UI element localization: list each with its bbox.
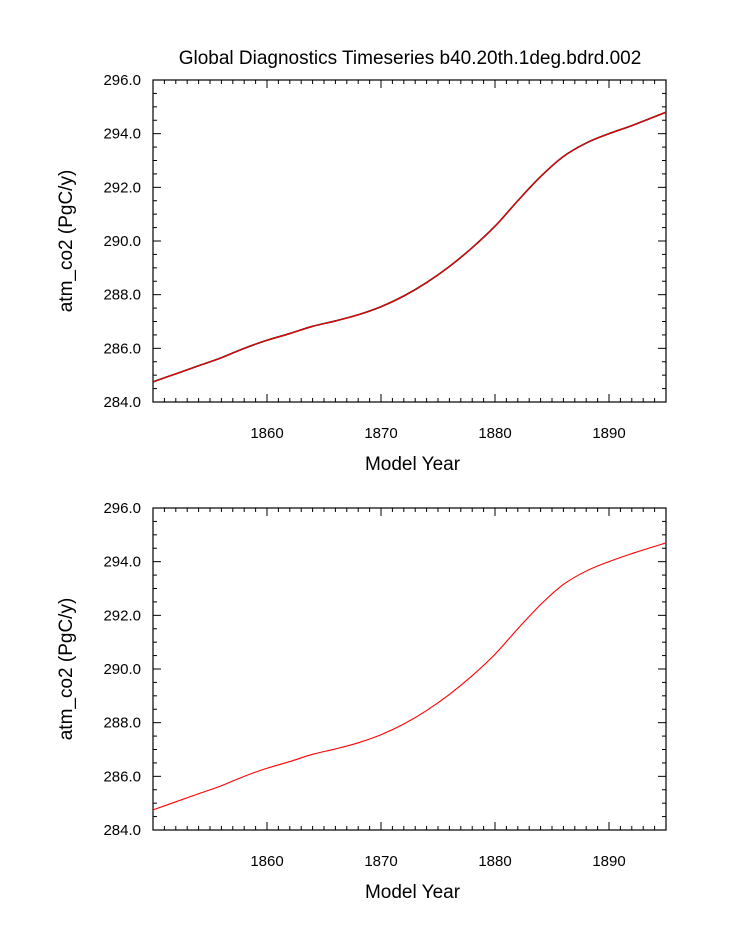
y-tick-label: 288.0 — [103, 287, 141, 304]
y-tick-label: 290.0 — [103, 233, 141, 250]
y-tick-label: 294.0 — [103, 554, 141, 571]
y-tick-label: 292.0 — [103, 179, 141, 196]
x-tick-label: 1860 — [250, 425, 283, 442]
x-tick-label: 1870 — [364, 425, 397, 442]
y-tick-label: 284.0 — [103, 394, 141, 411]
y-tick-label: 294.0 — [103, 126, 141, 143]
y-tick-label: 292.0 — [103, 607, 141, 624]
x-tick-label: 1860 — [250, 853, 283, 870]
top-panel: 1860 1870 1880 1890 284.0 286.0 288.0 290.0 292.… — [56, 72, 667, 475]
y-axis-label: atm_co2 (PgC/y) — [56, 170, 77, 313]
x-axis-label: Model Year — [365, 882, 461, 903]
bottom-panel: 1860 1870 1880 1890 284.0 286.0 288.0 290.0 292.… — [56, 500, 667, 903]
y-tick-label: 284.0 — [103, 822, 141, 839]
y-tick-label: 288.0 — [103, 715, 141, 732]
x-tick-label: 1890 — [592, 853, 625, 870]
y-tick-label: 286.0 — [103, 768, 141, 785]
figure-title: Global Diagnostics Timeseries b40.20th.1… — [179, 48, 642, 69]
top-series-red-line — [152, 111, 667, 383]
x-axis-label: Model Year — [365, 454, 461, 475]
bottom-series-red-line — [152, 542, 667, 811]
y-tick-label: 286.0 — [103, 340, 141, 357]
x-tick-label: 1870 — [364, 853, 397, 870]
x-tick-label: 1880 — [478, 853, 511, 870]
top-series-black-line — [152, 111, 667, 383]
y-axis-label: atm_co2 (PgC/y) — [56, 598, 77, 741]
x-tick-label: 1880 — [478, 425, 511, 442]
x-tick-label: 1890 — [592, 425, 625, 442]
y-tick-label: 296.0 — [103, 500, 141, 517]
y-tick-label: 290.0 — [103, 661, 141, 678]
y-tick-label: 296.0 — [103, 72, 141, 89]
